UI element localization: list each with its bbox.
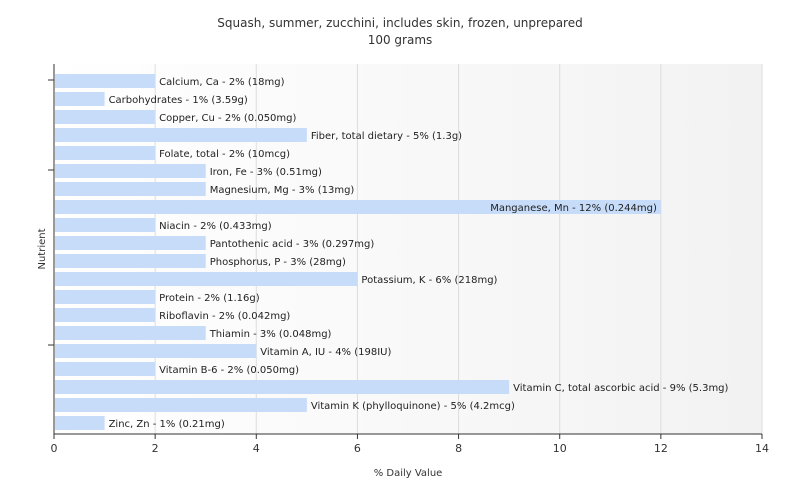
bar	[55, 272, 358, 286]
x-tick-label: 4	[253, 442, 260, 455]
bar	[55, 182, 206, 196]
bar	[55, 110, 156, 124]
bars: Calcium, Ca - 2% (18mg) Carbohydrates - 1…	[55, 74, 729, 430]
chart-subtitle: 100 grams	[368, 33, 433, 47]
bar	[55, 200, 661, 214]
bar	[55, 164, 206, 178]
bar	[55, 416, 105, 430]
bar	[55, 326, 206, 340]
bar-label: Vitamin B-6 - 2% (0.050mg)	[159, 365, 299, 376]
bar-label: Iron, Fe - 3% (0.51mg)	[210, 167, 322, 178]
bar	[55, 236, 206, 250]
x-tick-label: 6	[354, 442, 361, 455]
x-axis-label: % Daily Value	[374, 468, 443, 479]
y-axis-label: Nutrient	[37, 228, 48, 269]
bar	[55, 308, 156, 322]
x-tick-label: 10	[553, 442, 567, 455]
x-tick-label: 2	[152, 442, 159, 455]
grid	[154, 64, 763, 434]
chart-title: Squash, summer, zucchini, includes skin,…	[217, 16, 582, 30]
bar	[55, 398, 307, 412]
bar-label: Carbohydrates - 1% (3.59g)	[109, 95, 248, 106]
bar-label: Protein - 2% (1.16g)	[159, 293, 260, 304]
bar	[55, 290, 156, 304]
bar	[55, 146, 156, 160]
bar	[55, 92, 105, 106]
x-tick-label: 8	[455, 442, 462, 455]
bar-label: Potassium, K - 6% (218mg)	[361, 275, 497, 286]
bar-label: Vitamin A, IU - 4% (198IU)	[260, 347, 391, 358]
x-tick-label: 14	[755, 442, 769, 455]
bar-label: Niacin - 2% (0.433mg)	[159, 221, 272, 232]
bar-label: Pantothenic acid - 3% (0.297mg)	[210, 239, 375, 250]
bar-label: Folate, total - 2% (10mcg)	[159, 149, 290, 160]
bar-label: Magnesium, Mg - 3% (13mg)	[210, 185, 355, 196]
bar-label: Manganese, Mn - 12% (0.244mg)	[490, 203, 657, 214]
bar	[55, 254, 206, 268]
bar	[55, 344, 257, 358]
x-tick-label: 12	[654, 442, 668, 455]
bar-label: Phosphorus, P - 3% (28mg)	[210, 257, 346, 268]
bar	[55, 380, 510, 394]
axes	[48, 64, 762, 435]
x-tick-label: 0	[51, 442, 58, 455]
bar	[55, 74, 156, 88]
x-ticks: 0 2 4 6 8 10 12 14	[51, 434, 769, 455]
bar-label: Vitamin C, total ascorbic acid - 9% (5.3…	[513, 383, 728, 394]
bar	[55, 218, 156, 232]
bar-label: Copper, Cu - 2% (0.050mg)	[159, 113, 296, 124]
bar-label: Thiamin - 3% (0.048mg)	[209, 329, 332, 340]
bar-label: Riboflavin - 2% (0.042mg)	[159, 311, 290, 322]
bar-label: Zinc, Zn - 1% (0.21mg)	[109, 419, 225, 430]
bar-label: Vitamin K (phylloquinone) - 5% (4.2mcg)	[311, 401, 515, 412]
bar-label: Fiber, total dietary - 5% (1.3g)	[311, 131, 462, 142]
bar	[55, 362, 156, 376]
bar-label: Calcium, Ca - 2% (18mg)	[159, 77, 284, 88]
bar	[55, 128, 307, 142]
